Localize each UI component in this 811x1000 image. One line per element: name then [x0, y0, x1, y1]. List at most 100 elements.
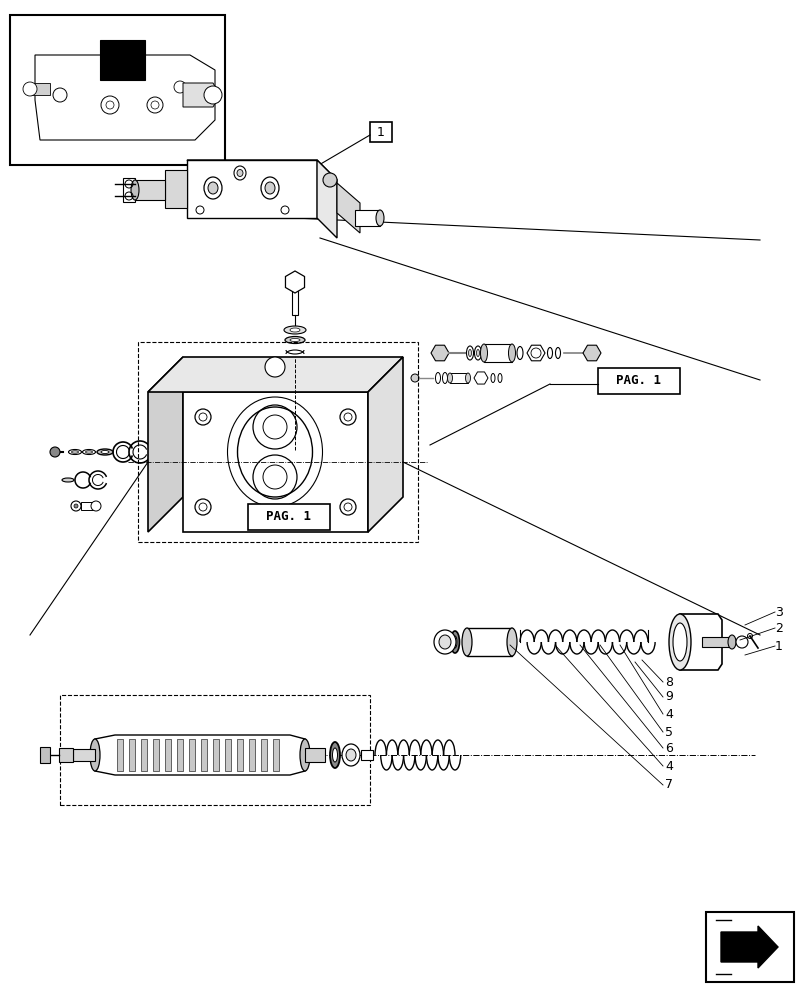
Bar	[370, 122, 392, 142]
Circle shape	[23, 82, 37, 96]
Ellipse shape	[285, 336, 305, 344]
Ellipse shape	[461, 628, 471, 656]
Bar	[702, 637, 731, 647]
Ellipse shape	[341, 744, 359, 766]
Text: 7: 7	[664, 778, 672, 791]
Polygon shape	[367, 357, 402, 532]
Ellipse shape	[375, 210, 384, 226]
Bar	[201, 739, 207, 771]
Polygon shape	[148, 357, 182, 532]
Bar	[165, 739, 171, 771]
Bar	[237, 739, 242, 771]
Ellipse shape	[68, 450, 81, 454]
Ellipse shape	[497, 373, 501, 382]
Polygon shape	[135, 180, 165, 200]
Polygon shape	[182, 83, 217, 107]
Bar	[189, 739, 195, 771]
Ellipse shape	[433, 630, 456, 654]
Ellipse shape	[474, 346, 481, 360]
Ellipse shape	[90, 739, 100, 771]
Text: 2: 2	[774, 621, 782, 634]
Ellipse shape	[264, 182, 275, 194]
Polygon shape	[182, 392, 367, 532]
Ellipse shape	[332, 748, 337, 762]
Ellipse shape	[555, 348, 560, 359]
Polygon shape	[337, 183, 359, 233]
Circle shape	[410, 374, 418, 382]
Bar	[247, 504, 329, 530]
Ellipse shape	[83, 450, 96, 454]
Ellipse shape	[101, 450, 109, 454]
Bar	[141, 739, 147, 771]
Ellipse shape	[290, 338, 299, 342]
Bar	[597, 368, 679, 394]
Ellipse shape	[62, 478, 74, 482]
Text: 5: 5	[664, 725, 672, 738]
Bar	[10, 15, 225, 165]
Ellipse shape	[668, 614, 690, 670]
Bar	[177, 739, 182, 771]
Text: PAG. 1: PAG. 1	[266, 510, 311, 524]
Circle shape	[323, 173, 337, 187]
Circle shape	[71, 501, 81, 511]
Bar	[60, 695, 370, 805]
Circle shape	[204, 86, 221, 104]
Bar	[361, 750, 372, 760]
Ellipse shape	[329, 742, 340, 768]
Polygon shape	[148, 357, 402, 392]
Polygon shape	[59, 748, 73, 762]
Ellipse shape	[491, 373, 495, 382]
Ellipse shape	[466, 346, 473, 360]
Bar	[272, 739, 279, 771]
Circle shape	[264, 357, 285, 377]
Ellipse shape	[672, 623, 686, 661]
Bar	[40, 747, 50, 763]
Bar	[81, 502, 93, 510]
Text: 1: 1	[376, 126, 384, 139]
Ellipse shape	[506, 628, 517, 656]
Polygon shape	[100, 40, 145, 80]
Ellipse shape	[468, 350, 471, 357]
Bar	[117, 739, 122, 771]
Bar	[292, 285, 298, 315]
Polygon shape	[431, 345, 448, 361]
Circle shape	[195, 409, 211, 425]
Ellipse shape	[204, 177, 221, 199]
Ellipse shape	[547, 348, 551, 359]
Polygon shape	[122, 178, 135, 202]
Ellipse shape	[299, 739, 310, 771]
Text: 4: 4	[664, 708, 672, 720]
Ellipse shape	[290, 328, 299, 332]
Ellipse shape	[447, 373, 452, 383]
Circle shape	[195, 499, 211, 515]
Polygon shape	[30, 83, 50, 95]
Polygon shape	[474, 372, 487, 384]
Text: 4: 4	[664, 760, 672, 772]
Text: 1: 1	[774, 640, 782, 652]
Polygon shape	[95, 735, 305, 775]
Bar	[483, 344, 512, 362]
Ellipse shape	[85, 451, 92, 453]
Circle shape	[50, 447, 60, 457]
Text: 3: 3	[774, 605, 782, 618]
Polygon shape	[285, 271, 304, 293]
Ellipse shape	[476, 350, 479, 357]
Polygon shape	[35, 55, 215, 140]
Polygon shape	[316, 160, 337, 238]
Ellipse shape	[508, 344, 515, 362]
Circle shape	[290, 440, 299, 450]
Bar	[260, 739, 267, 771]
Bar	[466, 628, 512, 656]
Bar	[449, 373, 467, 383]
Text: 9: 9	[664, 690, 672, 704]
Text: 8: 8	[664, 676, 672, 688]
Circle shape	[735, 636, 747, 648]
Bar	[705, 912, 793, 982]
Ellipse shape	[260, 177, 279, 199]
Circle shape	[340, 499, 355, 515]
Bar	[129, 739, 135, 771]
Text: PAG. 1: PAG. 1	[616, 374, 661, 387]
Bar	[73, 749, 95, 761]
Ellipse shape	[450, 631, 459, 653]
Ellipse shape	[727, 635, 735, 649]
